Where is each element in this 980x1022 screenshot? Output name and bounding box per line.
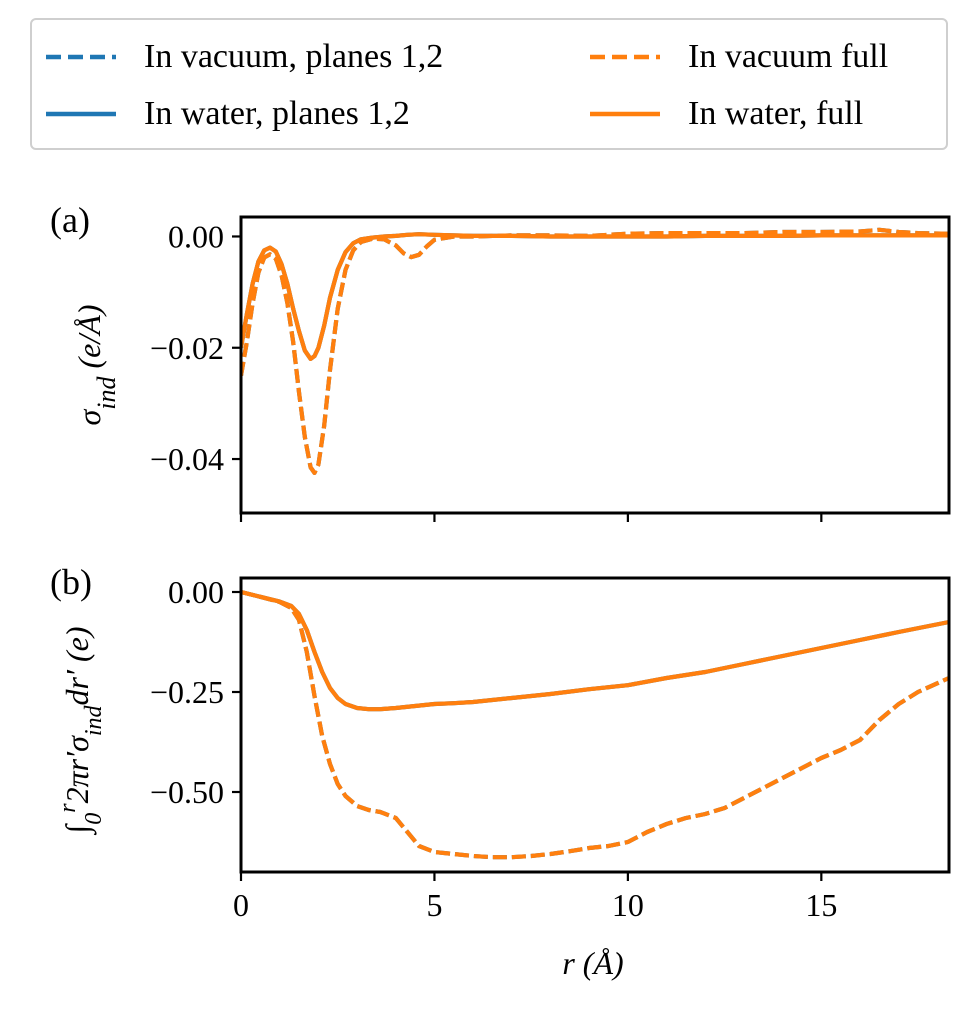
y-axis-label: σind (e/Å) [71,305,121,426]
legend-label-water-planes: In water, planes 1,2 [144,95,410,132]
legend-label-water-full: In water, full [688,95,864,132]
y-axis-label: ∫0r2πr′σinddr′ (e) [55,626,107,835]
y-tick-label: −0.50 [150,774,224,810]
y-tick-label: −0.02 [150,330,224,366]
x-tick-label: 5 [426,887,442,923]
y-tick-label: −0.25 [150,674,224,710]
series-line-0 [241,589,949,860]
legend-swatch-vacuum-full [590,54,660,60]
panel-label: (b) [50,562,92,602]
series-group [241,227,949,475]
series-group [241,589,949,860]
legend-swatch-water-full [590,111,660,117]
y-tick-label: −0.04 [150,441,224,477]
series-line-3 [241,589,949,712]
x-axis-label: r (Å) [562,945,623,981]
legend-label-vacuum-planes: In vacuum, planes 1,2 [144,38,444,75]
panel-label: (a) [50,200,90,240]
series-line-1 [241,589,949,712]
y-tick-label: 0.00 [168,574,224,610]
legend: In vacuum, planes 1,2 In water, planes 1… [30,18,948,150]
x-tick-label: 0 [233,887,249,923]
y-tick-label: 0.00 [168,218,224,254]
axes-frame [239,215,951,515]
axes-frame [239,576,951,874]
legend-item-vacuum-planes: In vacuum, planes 1,2 [46,40,443,74]
x-tick-label: 10 [612,887,644,923]
legend-item-vacuum-full: In vacuum full [590,40,888,74]
x-tick-label: 15 [805,887,837,923]
panel-a: 0.00 −0.02 −0.04 (a) σind (e/Å) [50,200,951,522]
legend-swatch-water-planes [46,111,116,117]
series-line-2 [241,227,949,475]
legend-item-water-full: In water, full [590,97,863,131]
legend-item-water-planes: In water, planes 1,2 [46,97,410,131]
panel-b: 0.00 −0.25 −0.50 0 5 10 15 (b) ∫0r2πr′σinddr′ (e… [50,562,951,981]
legend-swatch-vacuum-planes [46,54,116,60]
legend-label-vacuum-full: In vacuum full [688,38,889,75]
series-line-3 [241,232,949,361]
series-line-2 [241,589,949,860]
